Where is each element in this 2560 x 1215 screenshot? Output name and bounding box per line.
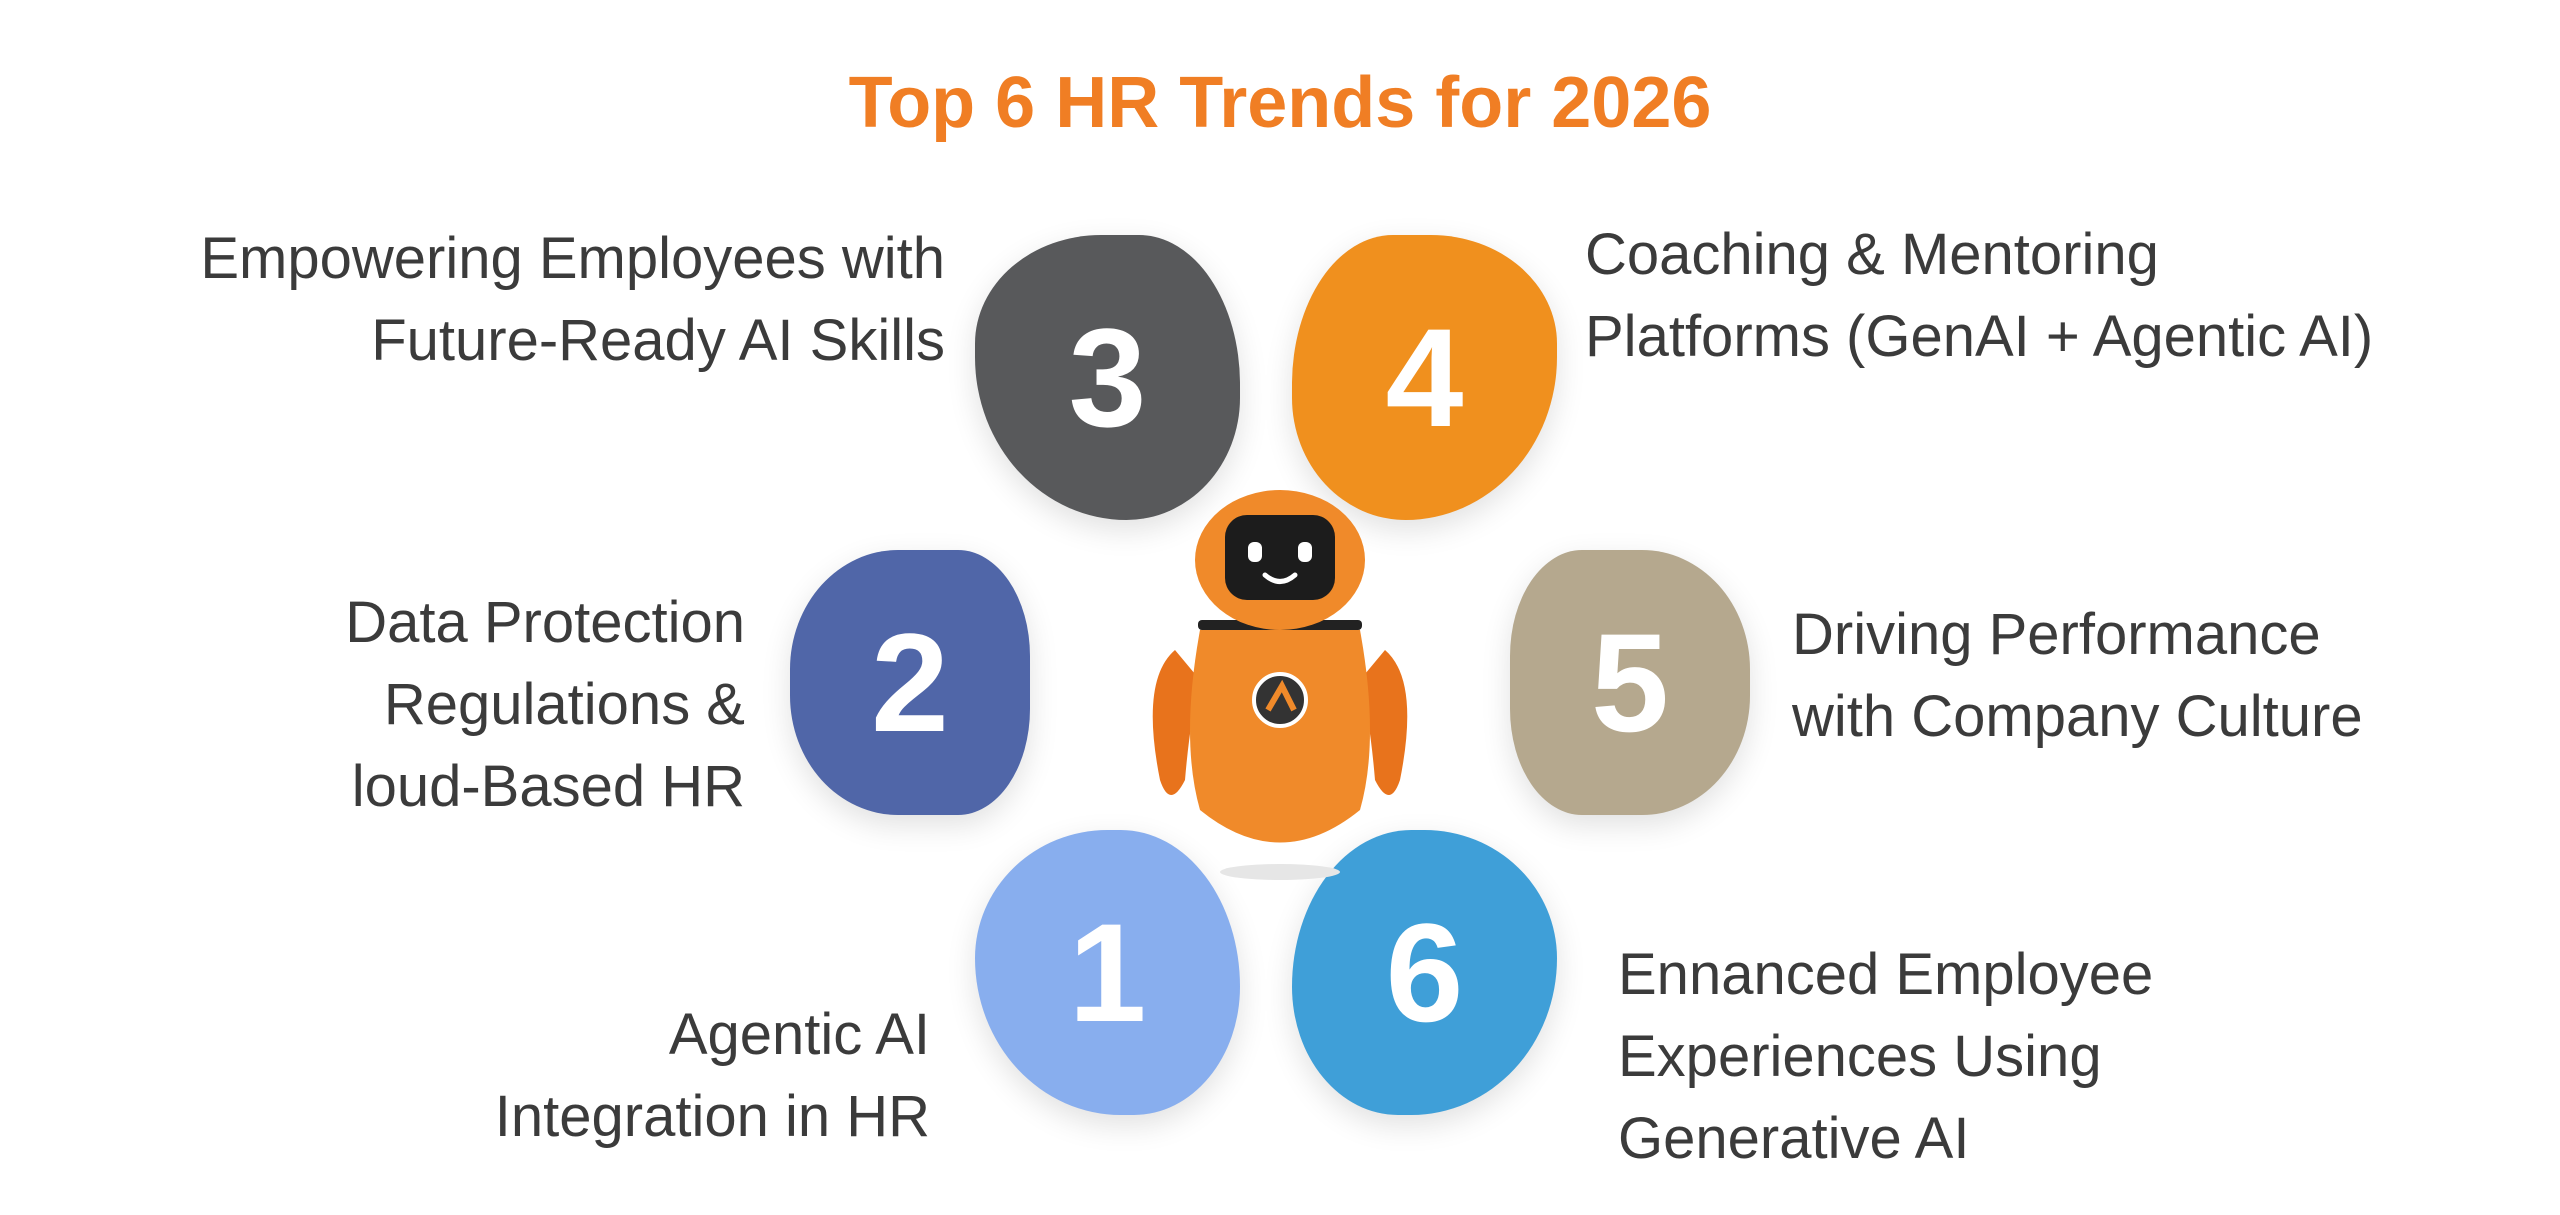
trend-2-line: Regulations & [383,672,745,737]
trend-2-line: Data Protection [345,590,745,655]
trend-6-label: Ennanced Employee Experiences Using Gene… [1618,934,2153,1180]
trend-6-number: 6 [1385,893,1464,1051]
trend-1-line: Integration in HR [494,1084,930,1149]
trend-4-line: Platforms (GenAI + Agentic AI) [1585,304,2374,369]
page-title: Top 6 HR Trends for 2026 [848,63,1712,143]
trend-1-number: 1 [1068,893,1147,1051]
trend-5-line: Driving Performance [1792,602,2321,667]
trend-6-badge: 6 [1292,830,1557,1115]
trend-2-line: loud-Based HR [351,754,745,819]
trend-5-number: 5 [1591,603,1669,761]
trend-4-number: 4 [1385,298,1464,456]
trend-1-label: Agentic AI Integration in HR [495,994,930,1158]
trend-2-label: Data Protection Regulations & loud-Based… [345,582,745,828]
trend-2-number: 2 [871,603,949,761]
trend-6-line: Generative AI [1618,1106,1970,1171]
trend-4-label: Coaching & Mentoring Platforms (GenAI + … [1585,214,2373,378]
trend-6-line: Experiences Using [1618,1024,2102,1089]
trend-3-label: Empowering Employees with Future-Ready A… [200,218,945,382]
trend-2-badge: 2 [790,550,1030,815]
trend-3-line: Future-Ready AI Skills [371,308,945,373]
trend-1-badge: 1 [975,830,1240,1115]
trend-1-line: Agentic AI [668,1002,930,1067]
trend-5-badge: 5 [1510,550,1750,815]
trend-5-label: Driving Performance with Company Culture [1792,594,2363,758]
trend-4-badge: 4 [1292,235,1557,520]
trend-6-line: Ennanced Employee [1618,942,2154,1007]
trend-3-number: 3 [1068,298,1147,456]
trend-5-line: with Company Culture [1792,684,2363,749]
robot-mascot-icon [1152,490,1408,880]
trend-3-line: Empowering Employees with [200,226,945,291]
trend-4-line: Coaching & Mentoring [1585,222,2159,287]
trend-3-badge: 3 [975,235,1240,520]
